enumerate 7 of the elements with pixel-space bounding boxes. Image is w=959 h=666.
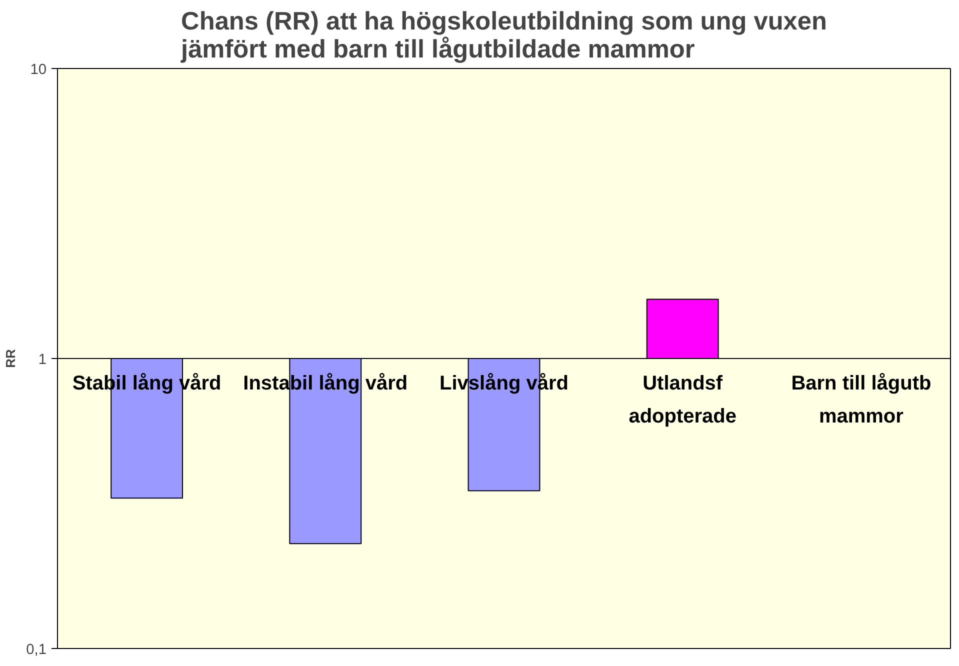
y-tick-label: 10	[30, 62, 47, 78]
chart-title: Chans (RR) att ha högskoleutbildning som ung vuxen jämfört med barn till lågutbildade mammor	[180, 8, 827, 64]
y-tick-label: 0,1	[26, 642, 46, 658]
y-tick-label: 1	[38, 352, 47, 368]
x-tick-label: Utlandsf adopterade	[628, 372, 737, 428]
x-tick-label: Barn till lågutb mammor	[791, 372, 932, 428]
y-axis-title: RR	[3, 348, 18, 368]
